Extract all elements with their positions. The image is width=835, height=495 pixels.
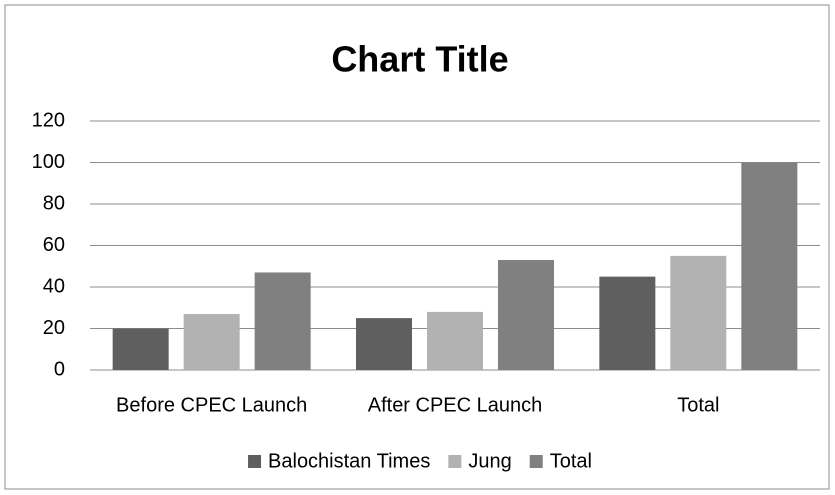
legend-swatch — [529, 455, 543, 468]
y-tick-label: 60 — [43, 234, 65, 256]
bar — [356, 318, 412, 370]
legend-swatch — [248, 455, 262, 468]
y-tick-label: 80 — [43, 192, 65, 214]
legend-label: Total — [550, 450, 592, 472]
y-tick-label: 120 — [32, 109, 65, 131]
legend-label: Balochistan Times — [268, 450, 430, 472]
y-tick-label: 20 — [43, 317, 65, 339]
x-tick-label: Before CPEC Launch — [116, 394, 307, 416]
y-tick-label: 0 — [54, 358, 65, 380]
legend-swatch — [448, 455, 462, 468]
x-tick-label: Total — [677, 394, 719, 416]
bar — [183, 313, 240, 370]
bar — [254, 272, 311, 370]
bar — [599, 276, 656, 370]
bar — [741, 162, 798, 370]
bar — [427, 311, 483, 370]
chart-title: Chart Title — [331, 39, 508, 80]
bar — [498, 260, 554, 370]
bar — [670, 255, 727, 370]
y-tick-label: 100 — [32, 151, 65, 173]
chart-border — [4, 4, 830, 490]
bar — [112, 328, 169, 370]
y-tick-label: 40 — [43, 275, 65, 297]
x-tick-label: After CPEC Launch — [368, 394, 543, 416]
legend-label: Jung — [468, 450, 511, 472]
